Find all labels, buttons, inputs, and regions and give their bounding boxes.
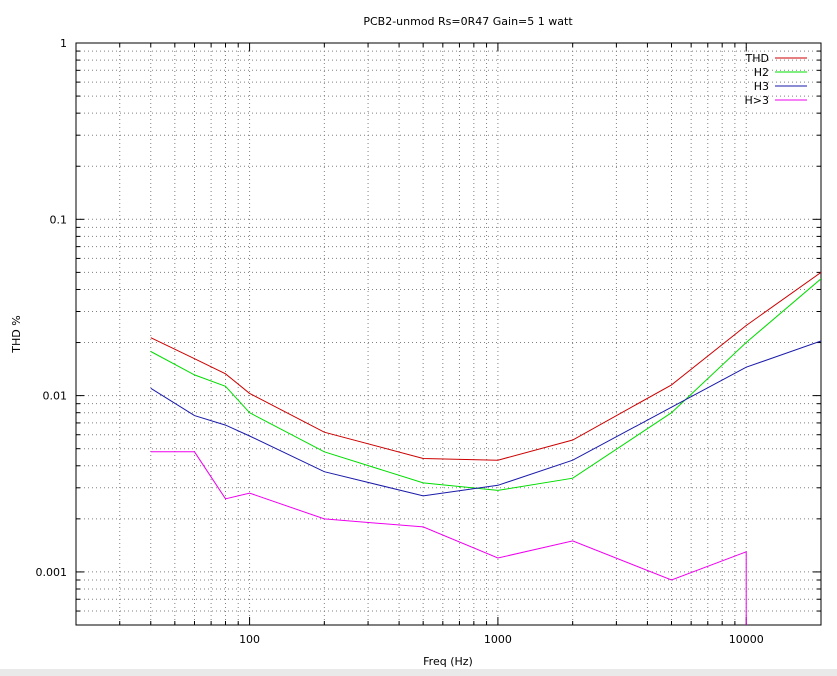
series-lines [150,271,821,625]
y-tick-label: 0.001 [36,566,68,579]
plot-border [75,42,822,626]
legend-label: H2 [754,66,769,79]
x-axis-label: Freq (Hz) [423,655,473,668]
x-tick-label: 100 [239,633,260,646]
y-axis-label: THD % [10,315,23,353]
series-line-h2 [150,278,821,491]
axis-ticks: 100 1000 10000 1 0.1 0.01 0.001 [36,37,822,646]
chart-title: PCB2-unmod Rs=0R47 Gain=5 1 watt [363,15,573,28]
grid-lines [75,42,822,626]
series-line-h3 [150,340,821,497]
series-line-h-3 [150,451,747,625]
x-tick-label: 1000 [484,633,512,646]
x-tick-label: 10000 [729,633,764,646]
y-tick-label: 0.1 [50,213,68,226]
y-tick-label: 0.01 [43,390,68,403]
legend-label: H>3 [745,94,770,107]
legend-label: H3 [754,80,769,93]
legend-label: THD [745,52,769,65]
y-tick-label: 1 [60,37,67,50]
series-line-thd [150,271,821,461]
